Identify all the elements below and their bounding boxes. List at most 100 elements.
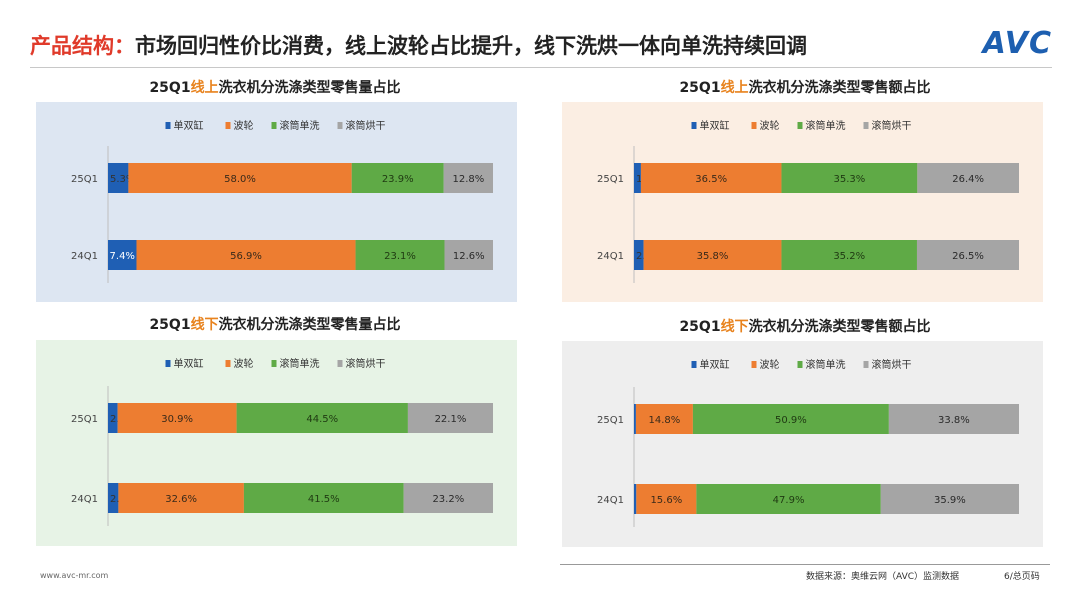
data-label: 30.9% xyxy=(161,414,193,425)
bar-segment xyxy=(635,404,693,434)
bar-segment xyxy=(108,403,118,433)
chart-title-offline-volume: 25Q1线下洗衣机分洗涤类型零售量占比 xyxy=(149,317,401,333)
legend-swatch xyxy=(165,122,171,129)
data-label: 23.9% xyxy=(382,174,414,185)
data-label: 15.6% xyxy=(650,495,682,506)
category-label: 25Q1 xyxy=(71,414,98,425)
legend-label: 滚筒单洗 xyxy=(280,357,320,370)
footer-divider xyxy=(560,564,1050,565)
bar-segment xyxy=(636,484,697,514)
bar-segment xyxy=(634,484,637,514)
footer-source: 数据来源：奥维云网（AVC）监测数据 xyxy=(806,572,960,582)
legend-swatch xyxy=(863,122,869,129)
legend-swatch xyxy=(165,360,171,367)
bar-segment xyxy=(108,163,129,193)
legend-swatch xyxy=(691,122,697,129)
legend-label: 单双缸 xyxy=(700,358,730,371)
legend-label: 单双缸 xyxy=(174,357,204,370)
bar-segment xyxy=(108,240,137,270)
legend-swatch xyxy=(797,361,803,368)
bar-segment xyxy=(696,484,881,514)
data-label: 26.4% xyxy=(952,174,984,185)
footer-page: 6/总页码 xyxy=(1004,572,1040,582)
chart-title-online-value: 25Q1线上洗衣机分洗涤类型零售额占比 xyxy=(679,80,931,96)
category-label: 24Q1 xyxy=(71,251,98,262)
data-label: 12.6% xyxy=(453,251,485,262)
data-label: 35.9% xyxy=(934,495,966,506)
legend-label: 滚筒单洗 xyxy=(806,119,846,132)
legend-label: 单双缸 xyxy=(174,119,204,132)
bar-segment xyxy=(634,404,636,434)
bar-segment xyxy=(118,483,244,513)
bar-segment xyxy=(108,483,119,513)
avc-logo: AVC xyxy=(983,26,1052,61)
data-label: 36.5% xyxy=(695,174,727,185)
legend-swatch xyxy=(271,360,277,367)
bar-segment xyxy=(880,484,1019,514)
legend-label: 单双缸 xyxy=(700,119,730,132)
legend-label: 滚筒烘干 xyxy=(872,119,912,132)
bar-segment xyxy=(355,240,445,270)
chart-online-volume: 单双缸 波轮 滚筒单洗 滚筒烘干 25Q1 5.3% 58.0% 23.9% 12.8% 24Q1… xyxy=(36,102,517,302)
data-label: 12.8% xyxy=(452,174,484,185)
bar-segment xyxy=(236,403,408,433)
data-label: 56.9% xyxy=(230,251,262,262)
bar-segment xyxy=(634,163,641,193)
chart-svg: 单双缸波轮滚筒单洗滚筒烘干25Q11.8%36.5%35.3%26.4%24Q1… xyxy=(562,102,1043,302)
legend-swatch xyxy=(751,361,757,368)
legend-swatch xyxy=(797,122,803,129)
chart-offline-value: 单双缸波轮滚筒单洗滚筒烘干25Q10.5%14.8%50.9%33.8%24Q1… xyxy=(562,341,1043,547)
data-label: 44.5% xyxy=(306,414,338,425)
data-label: 41.5% xyxy=(308,494,340,505)
data-label: 26.5% xyxy=(952,251,984,262)
bar-segment xyxy=(916,240,1019,270)
header-divider xyxy=(30,67,1052,68)
category-label: 24Q1 xyxy=(597,251,624,262)
data-label: 58.0% xyxy=(224,174,256,185)
data-label: 35.8% xyxy=(697,251,729,262)
legend-label: 滚筒烘干 xyxy=(872,358,912,371)
data-label: 47.9% xyxy=(773,495,805,506)
legend-label: 滚筒单洗 xyxy=(280,119,320,132)
chart-online-value: 单双缸波轮滚筒单洗滚筒烘干25Q11.8%36.5%35.3%26.4%24Q1… xyxy=(562,102,1043,302)
data-label: 7.4% xyxy=(110,251,135,262)
data-label: 50.9% xyxy=(775,415,807,426)
chart-svg: 单双缸波轮滚筒单洗滚筒烘干25Q10.5%14.8%50.9%33.8%24Q1… xyxy=(562,341,1043,547)
legend-label: 波轮 xyxy=(234,357,254,370)
page-title-text: 市场回归性价比消费，线上波轮占比提升，线下洗烘一体向单洗持续回调 xyxy=(135,34,807,58)
data-label: 5.3% xyxy=(110,174,135,185)
chart-svg: 单双缸 波轮 滚筒单洗 滚筒烘干 25Q1 5.3% 58.0% 23.9% 12.8% 24Q1… xyxy=(36,102,517,302)
legend-label: 波轮 xyxy=(760,358,780,371)
legend-label: 滚筒烘干 xyxy=(346,119,386,132)
bar-segment xyxy=(243,483,404,513)
bar-segment xyxy=(917,163,1019,193)
bar-segment xyxy=(444,240,493,270)
bar-segment xyxy=(781,240,917,270)
data-label: 32.6% xyxy=(165,494,197,505)
category-label: 25Q1 xyxy=(597,174,624,185)
bar-segment xyxy=(781,163,918,193)
bar-segment xyxy=(407,403,493,433)
data-label: 14.8% xyxy=(649,415,681,426)
legend-swatch xyxy=(863,361,869,368)
legend-swatch xyxy=(337,122,343,129)
chart-title-online-volume: 25Q1线上洗衣机分洗涤类型零售量占比 xyxy=(149,80,401,96)
bar-segment xyxy=(351,163,444,193)
page-title: 产品结构：市场回归性价比消费，线上波轮占比提升，线下洗烘一体向单洗持续回调 xyxy=(30,30,807,60)
legend-swatch xyxy=(691,361,697,368)
chart-offline-volume: 单双缸波轮滚筒单洗滚筒烘干25Q12.5%30.9%44.5%22.1%24Q1… xyxy=(36,340,517,546)
legend-swatch xyxy=(337,360,343,367)
data-label: 23.2% xyxy=(432,494,464,505)
bar-segment xyxy=(136,240,356,270)
category-label: 24Q1 xyxy=(597,495,624,506)
category-label: 25Q1 xyxy=(71,174,98,185)
chart-title-offline-value: 25Q1线下洗衣机分洗涤类型零售额占比 xyxy=(679,319,931,335)
legend-label: 波轮 xyxy=(234,119,254,132)
category-label: 25Q1 xyxy=(597,415,624,426)
category-label: 24Q1 xyxy=(71,494,98,505)
legend-swatch xyxy=(225,122,231,129)
avc-logo-text: AVC xyxy=(982,26,1052,61)
bar-segment xyxy=(643,240,782,270)
bar-segment xyxy=(692,404,889,434)
data-label: 23.1% xyxy=(384,251,416,262)
